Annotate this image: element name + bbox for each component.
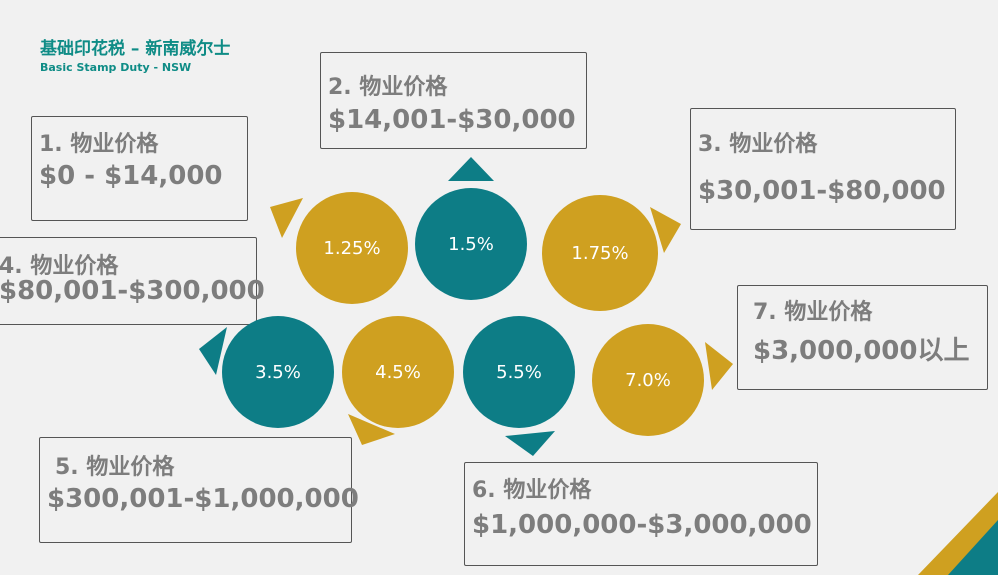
title-english: Basic Stamp Duty - NSW — [40, 61, 192, 74]
tier-2-range: $14,001-$30,000 — [328, 105, 576, 135]
arrow-tier-3 — [650, 207, 681, 253]
tier-7-box: 7. 物业价格 $3,000,000以上 — [737, 285, 988, 390]
tier-4-label: 4. 物业价格 — [0, 254, 119, 279]
rate-circle-tier-2: 1.5% — [415, 188, 527, 300]
rate-circle-tier-7: 7.0% — [592, 324, 704, 436]
tier-5-box: 5. 物业价格 $300,001-$1,000,000 — [39, 437, 359, 543]
tier-6-label: 6. 物业价格 — [472, 478, 592, 503]
tier-2-label: 2. 物业价格 — [328, 75, 448, 100]
tier-1-label: 1. 物业价格 — [39, 132, 159, 157]
tier-1-box: 1. 物业价格 $0 - $14,000 — [31, 116, 248, 221]
arrow-tier-5 — [348, 414, 395, 445]
tier-6-range: $1,000,000-$3,000,000 — [472, 510, 812, 540]
rate-circle-tier-4: 3.5% — [222, 316, 334, 428]
rate-circle-tier-3: 1.75% — [542, 195, 658, 311]
tier-5-range: $300,001-$1,000,000 — [47, 484, 359, 514]
tier-5-label: 5. 物业价格 — [55, 455, 175, 480]
rate-circle-tier-5: 4.5% — [342, 316, 454, 428]
corner-shape-teal — [948, 520, 998, 575]
arrow-tier-1 — [270, 198, 303, 238]
arrow-tier-4 — [199, 327, 227, 375]
tier-4-range: $80,001-$300,000 — [0, 276, 265, 306]
title-chinese: 基础印花税 – 新南威尔士 — [40, 39, 231, 59]
arrow-tier-2 — [448, 157, 494, 181]
rate-circle-tier-6: 5.5% — [463, 316, 575, 428]
tier-3-label: 3. 物业价格 — [698, 132, 818, 157]
tier-6-box: 6. 物业价格 $1,000,000-$3,000,000 — [464, 462, 818, 566]
tier-7-label: 7. 物业价格 — [753, 300, 873, 325]
tier-3-range: $30,001-$80,000 — [698, 176, 946, 206]
rate-circle-tier-1: 1.25% — [296, 192, 408, 304]
tier-3-box: 3. 物业价格 $30,001-$80,000 — [690, 108, 956, 230]
tier-4-box: 4. 物业价格 $80,001-$300,000 — [0, 237, 265, 325]
arrow-tier-7 — [705, 342, 733, 390]
tier-7-range: $3,000,000以上 — [753, 336, 970, 366]
tier-1-range: $0 - $14,000 — [39, 161, 223, 191]
arrow-tier-6 — [505, 431, 555, 456]
tier-2-box: 2. 物业价格 $14,001-$30,000 — [320, 52, 587, 149]
